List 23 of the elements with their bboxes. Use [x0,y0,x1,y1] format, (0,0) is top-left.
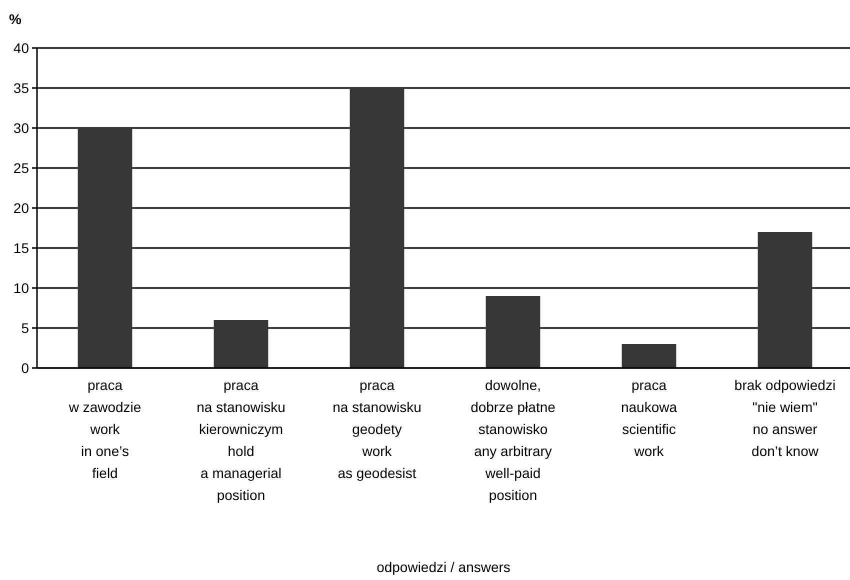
y-tick-label: 10 [13,280,30,296]
x-tick-label: praca na stanowisku kierowniczym hold a managerial position [196,377,286,503]
y-tick-label: 5 [21,320,30,336]
x-tick-label: brak odpowiedzi "nie wiem" no answer don’t know [734,377,836,459]
bar [622,344,676,368]
y-axis-title: % [9,11,22,27]
y-tick-label: 20 [13,200,30,216]
y-tick-label: 25 [13,160,30,176]
x-axis-title: odpowiedzi / answers [376,559,510,575]
y-tick-label: 35 [13,80,30,96]
y-tick-label: 30 [13,120,30,136]
y-tick-label: 15 [13,240,30,256]
bar [350,88,404,368]
x-tick-label: dowolne, dobrze płatne stanowisko any arbitrary well-paid position [470,377,556,503]
y-tick-label: 40 [13,40,30,56]
x-tick-label: praca w zawodzie work in one’s field [68,377,142,481]
bar [78,128,132,368]
x-tick-label: praca na stanowisku geodety work as geodesist [332,377,422,481]
y-tick-label: 0 [21,360,30,376]
bar [486,296,540,368]
bar [214,320,268,368]
x-tick-label: praca naukowa scientific work [620,377,678,459]
bar [758,232,812,368]
